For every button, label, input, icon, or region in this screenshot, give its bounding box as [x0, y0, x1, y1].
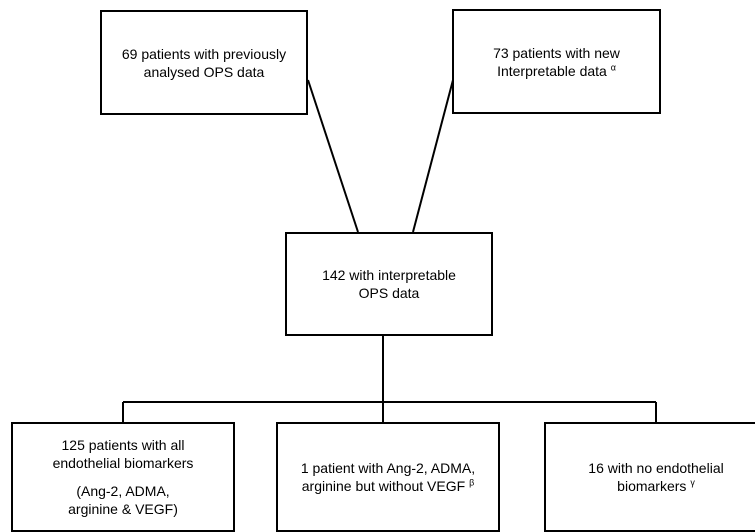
node-text-line: arginine & VEGF)	[68, 501, 178, 517]
node-text-line: biomarkers	[617, 478, 687, 494]
footnote-mark-gamma: γ	[690, 477, 695, 488]
connector-top-right-to-middle	[412, 79, 454, 233]
node-without-vegf: 1 patient with Ang-2, ADMA, arginine but…	[276, 422, 500, 532]
node-text-line-with-mark: biomarkers γ	[617, 477, 695, 495]
node-text-line: 125 patients with all	[61, 437, 185, 453]
node-text-line-with-mark: Interpretable data α	[497, 62, 616, 80]
node-total-interpretable: 142 with interpretable OPS data	[285, 232, 493, 336]
node-text-line: analysed OPS data	[143, 63, 265, 80]
node-text-line: endothelial biomarkers	[52, 455, 194, 471]
node-text-line: 69 patients with previously	[121, 45, 287, 62]
node-text-line: 1 patient with Ang-2, ADMA,	[300, 460, 476, 476]
node-new-interpretable: 73 patients with new Interpretable data …	[452, 9, 661, 114]
node-text-line-with-mark: arginine but without VEGF β	[302, 477, 475, 495]
footnote-mark-beta: β	[469, 477, 475, 488]
node-text-line: 73 patients with new	[493, 44, 620, 61]
node-text-line: 142 with interpretable	[322, 267, 456, 283]
node-text-line: 16 with no endothelial	[588, 460, 724, 476]
node-all-biomarkers: 125 patients with all endothelial biomar…	[11, 422, 235, 532]
node-text-line: arginine but without VEGF	[301, 478, 466, 494]
node-text-line: OPS data	[358, 285, 420, 301]
node-previously-analysed: 69 patients with previously analysed OPS…	[100, 10, 308, 115]
footnote-mark-alpha: α	[610, 61, 616, 72]
connector-top-left-to-middle	[307, 79, 359, 233]
node-text-line: (Ang-2, ADMA,	[76, 483, 170, 499]
node-no-biomarkers: 16 with no endothelial biomarkers γ	[544, 422, 755, 532]
node-text-line: Interpretable data	[497, 62, 607, 79]
